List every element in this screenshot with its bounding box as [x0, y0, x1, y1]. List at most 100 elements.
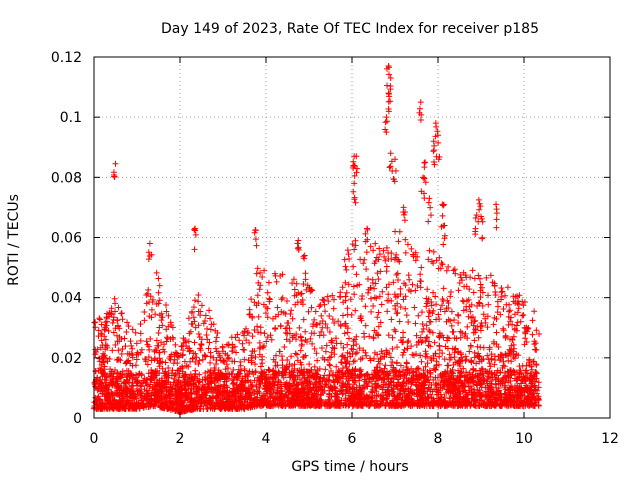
data-point: [135, 401, 142, 408]
data-point: [397, 390, 404, 397]
data-point: [100, 359, 107, 366]
data-point: [233, 349, 240, 356]
data-point: [282, 310, 289, 317]
data-point: [163, 326, 170, 333]
data-point: [469, 377, 476, 384]
data-point: [198, 396, 205, 403]
data-point: [105, 328, 112, 335]
data-point: [513, 322, 520, 329]
data-point: [444, 297, 451, 304]
data-point: [337, 293, 344, 300]
data-point: [148, 306, 155, 313]
data-point: [361, 256, 368, 263]
data-point: [146, 313, 153, 320]
data-point: [172, 341, 179, 348]
data-point: [385, 71, 392, 78]
data-point: [192, 370, 199, 377]
data-point: [504, 368, 511, 375]
data-point: [116, 334, 123, 341]
data-point: [405, 338, 412, 345]
data-point: [195, 379, 202, 386]
data-point: [297, 347, 304, 354]
data-point: [195, 298, 202, 305]
data-point: [329, 316, 336, 323]
data-point: [138, 371, 145, 378]
data-point: [247, 379, 254, 386]
data-point: [373, 329, 380, 336]
data-point: [338, 369, 345, 376]
data-point: [272, 400, 279, 407]
data-point: [436, 254, 443, 261]
data-point: [325, 398, 332, 405]
data-point: [434, 128, 441, 135]
data-point: [204, 368, 211, 375]
data-point: [243, 391, 250, 398]
data-point: [322, 308, 329, 315]
data-point: [362, 322, 369, 329]
data-point: [212, 345, 219, 352]
data-point: [225, 341, 232, 348]
data-point: [282, 366, 289, 373]
data-point: [349, 350, 356, 357]
data-point: [385, 98, 392, 105]
data-point: [295, 381, 302, 388]
y-tick-label: 0.02: [51, 351, 82, 367]
data-point: [201, 399, 208, 406]
data-point: [365, 402, 372, 409]
data-point: [448, 322, 455, 329]
data-point: [111, 173, 118, 180]
data-point: [371, 402, 378, 409]
data-point: [101, 333, 108, 340]
data-point: [414, 282, 421, 289]
data-point: [308, 398, 315, 405]
data-point: [191, 339, 198, 346]
data-point: [342, 373, 349, 380]
data-point: [283, 336, 290, 343]
data-point: [269, 367, 276, 374]
data-point: [209, 393, 216, 400]
data-point: [294, 357, 301, 364]
data-point: [249, 368, 256, 375]
data-point: [298, 290, 305, 297]
data-point: [177, 386, 184, 393]
data-point: [241, 396, 248, 403]
data-point: [156, 282, 163, 289]
data-point: [185, 315, 192, 322]
data-point: [529, 331, 536, 338]
data-point: [507, 318, 514, 325]
data-point: [127, 405, 134, 412]
data-point: [495, 375, 502, 382]
data-point: [522, 377, 529, 384]
data-point: [446, 351, 453, 358]
data-point: [427, 369, 434, 376]
data-point: [511, 311, 518, 318]
data-point: [477, 391, 484, 398]
data-point: [443, 383, 450, 390]
data-point: [222, 370, 229, 377]
data-point: [457, 334, 464, 341]
data-point: [405, 318, 412, 325]
data-point: [477, 203, 484, 210]
data-point: [466, 387, 473, 394]
data-point: [495, 303, 502, 310]
data-point: [217, 391, 224, 398]
data-point: [197, 312, 204, 319]
data-point: [423, 300, 430, 307]
data-point: [191, 398, 198, 405]
data-point: [335, 318, 342, 325]
data-point: [143, 338, 150, 345]
data-point: [374, 351, 381, 358]
data-point: [284, 397, 291, 404]
data-point: [151, 386, 158, 393]
data-point: [252, 361, 259, 368]
data-point: [376, 245, 383, 252]
data-point: [263, 338, 270, 345]
data-point: [469, 371, 476, 378]
data-point: [131, 376, 138, 383]
data-point: [460, 399, 467, 406]
data-point: [500, 327, 507, 334]
data-point: [174, 360, 181, 367]
data-point: [234, 331, 241, 338]
data-point: [174, 397, 181, 404]
